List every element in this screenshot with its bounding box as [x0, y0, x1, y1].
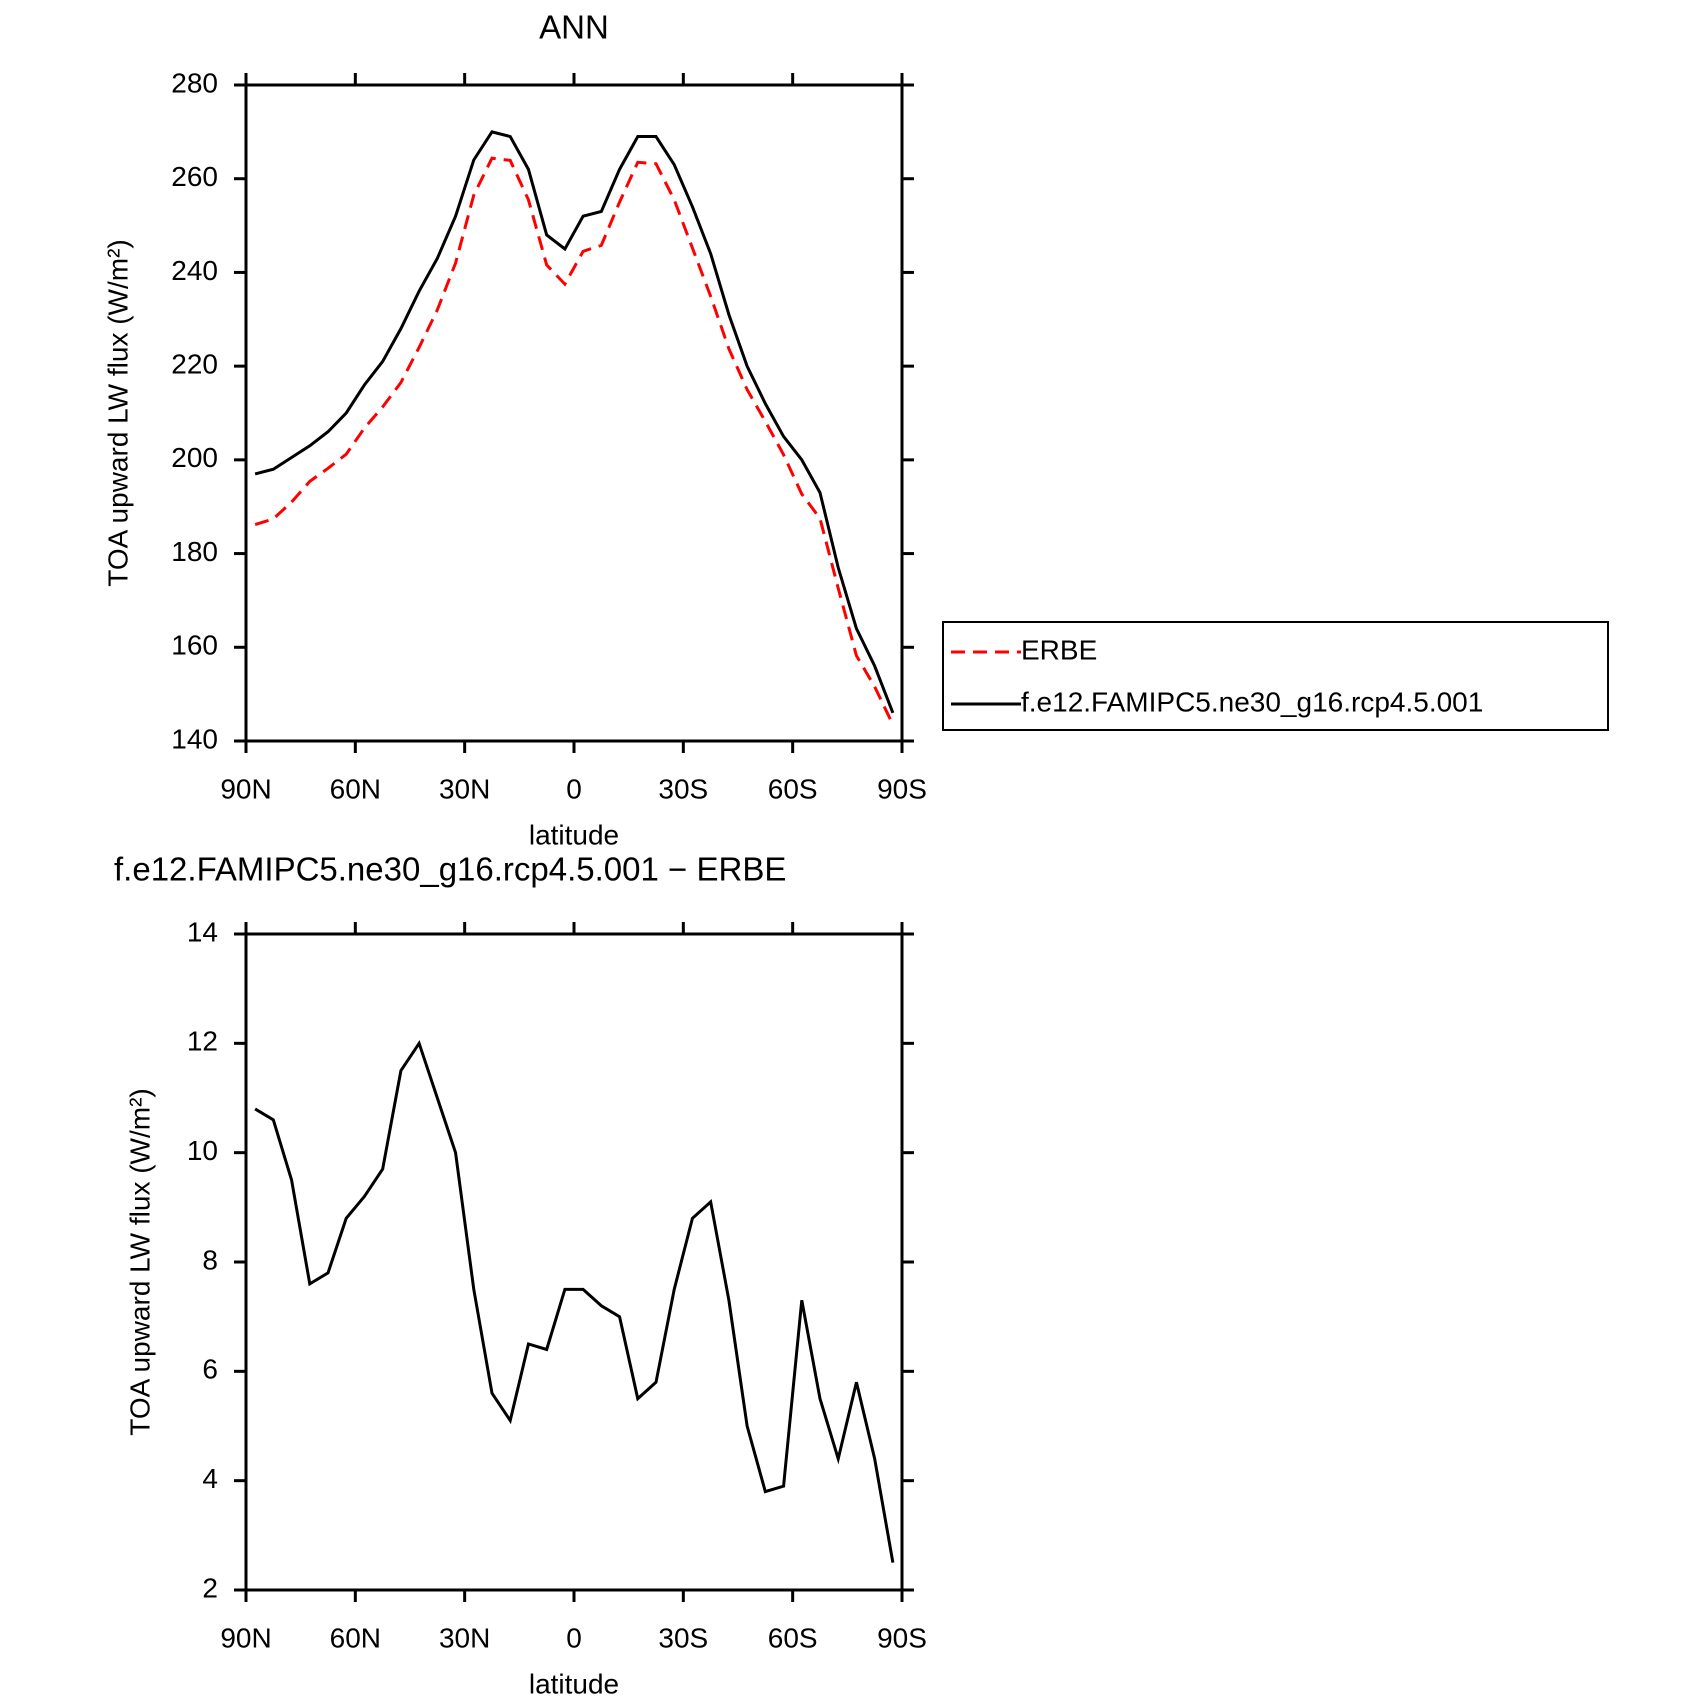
- x-tick-label: 30N: [439, 773, 490, 804]
- data-line: [254, 1039, 895, 1563]
- y-tick-label: 8: [202, 1244, 218, 1275]
- y-tick-label: 4: [202, 1463, 218, 1494]
- y-tick-label: 160: [171, 630, 218, 661]
- x-tick-label: 60S: [768, 1622, 818, 1653]
- y-tick-label: 140: [171, 723, 218, 754]
- data-line: [254, 130, 895, 714]
- x-tick-label: 90S: [877, 1622, 927, 1653]
- plot-frame: [244, 932, 904, 1592]
- x-tick-label: 90N: [220, 773, 271, 804]
- chart-title: ANN: [539, 9, 609, 46]
- x-axis-label: latitude: [529, 819, 619, 850]
- y-axis-label: TOA upward LW flux (W/m²): [124, 1088, 155, 1435]
- x-tick-label: 60S: [768, 773, 818, 804]
- legend-label: f.e12.FAMIPC5.ne30_g16.rcp4.5.001: [1021, 686, 1483, 717]
- legend-label: ERBE: [1021, 634, 1097, 665]
- y-tick-label: 14: [187, 916, 218, 947]
- legend-box: [942, 621, 1609, 731]
- x-tick-label: 30N: [439, 1622, 490, 1653]
- x-tick-label: 60N: [330, 773, 381, 804]
- x-tick-label: 0: [566, 1622, 582, 1653]
- x-tick-label: 30S: [658, 773, 708, 804]
- x-tick-label: 0: [566, 773, 582, 804]
- x-tick-label: 60N: [330, 1622, 381, 1653]
- chart-title: f.e12.FAMIPC5.ne30_g16.rcp4.5.001 − ERBE: [114, 851, 786, 888]
- data-line: [254, 156, 895, 726]
- x-tick-label: 30S: [658, 1622, 708, 1653]
- y-tick-label: 200: [171, 442, 218, 473]
- y-tick-label: 2: [202, 1572, 218, 1603]
- y-tick-label: 220: [171, 349, 218, 380]
- x-tick-label: 90S: [877, 773, 927, 804]
- y-axis-label: TOA upward LW flux (W/m²): [102, 239, 133, 586]
- y-tick-label: 10: [187, 1135, 218, 1166]
- y-tick-label: 6: [202, 1354, 218, 1385]
- y-tick-label: 180: [171, 536, 218, 567]
- y-tick-label: 280: [171, 67, 218, 98]
- y-tick-label: 12: [187, 1026, 218, 1057]
- y-tick-label: 260: [171, 161, 218, 192]
- x-tick-label: 90N: [220, 1622, 271, 1653]
- x-axis-label: latitude: [529, 1668, 619, 1697]
- y-tick-label: 240: [171, 255, 218, 286]
